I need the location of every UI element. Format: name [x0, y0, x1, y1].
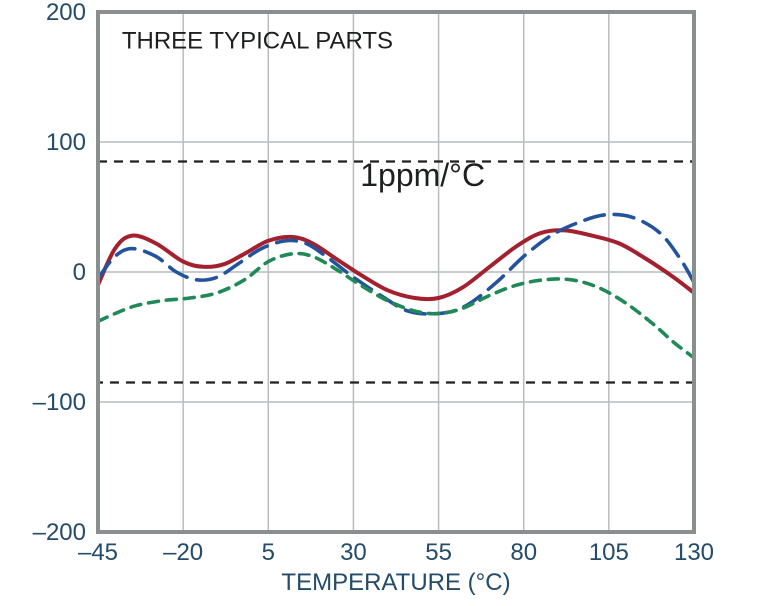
- xtick-label: 5: [262, 539, 275, 566]
- ytick-label: 0: [73, 259, 86, 286]
- chart-container: THREE TYPICAL PARTS1ppm/°C–200–100010020…: [0, 0, 761, 606]
- annotation-ppm-label: 1ppm/°C: [360, 157, 485, 193]
- xtick-label: –20: [163, 539, 203, 566]
- x-axis-title: TEMPERATURE (°C): [281, 569, 510, 596]
- xtick-label: –45: [78, 539, 118, 566]
- ytick-label: 200: [46, 0, 86, 26]
- xtick-label: 130: [674, 539, 714, 566]
- chart-svg: THREE TYPICAL PARTS1ppm/°C–200–100010020…: [0, 0, 761, 606]
- annotation-title: THREE TYPICAL PARTS: [122, 27, 393, 54]
- xtick-label: 30: [340, 539, 367, 566]
- xtick-label: 105: [589, 539, 629, 566]
- xtick-label: 55: [425, 539, 452, 566]
- ytick-label: 100: [46, 129, 86, 156]
- ytick-label: –100: [33, 389, 86, 416]
- xtick-label: 80: [510, 539, 537, 566]
